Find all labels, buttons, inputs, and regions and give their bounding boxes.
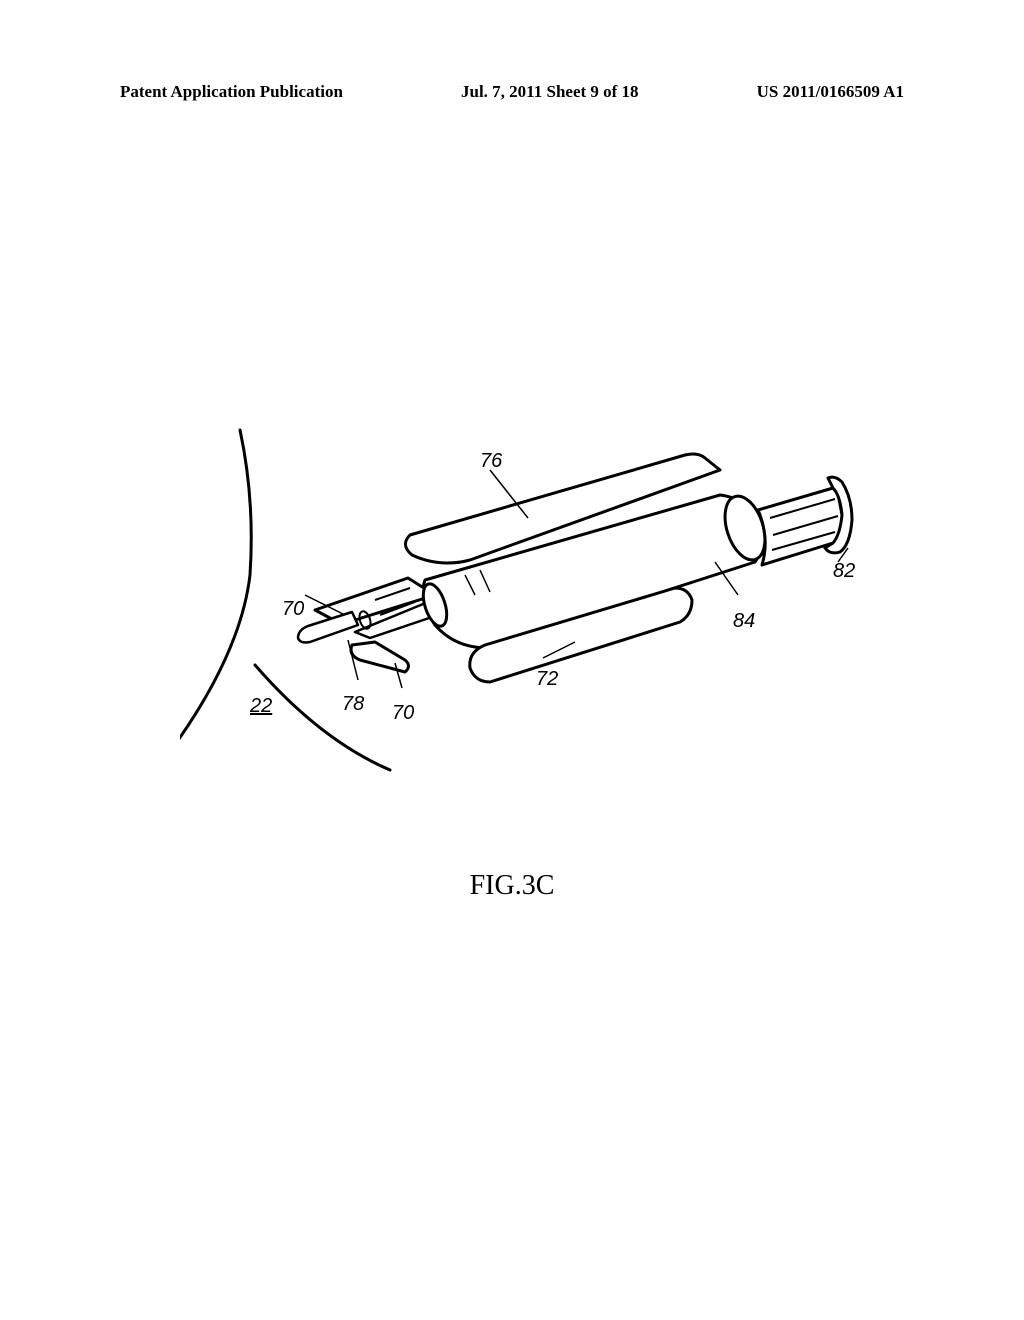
ref-78: 78 bbox=[342, 693, 364, 716]
figure-label: FIG.3C bbox=[0, 870, 1024, 902]
ref-70a: 70 bbox=[282, 598, 304, 621]
header-publication: Patent Application Publication bbox=[120, 82, 343, 102]
ref-22: 22 bbox=[250, 695, 272, 718]
ref-76: 76 bbox=[480, 450, 502, 473]
header-date-sheet: Jul. 7, 2011 Sheet 9 of 18 bbox=[461, 82, 639, 102]
ref-82: 82 bbox=[833, 560, 855, 583]
ref-72: 72 bbox=[536, 668, 558, 691]
ref-84: 84 bbox=[733, 610, 755, 633]
ref-70b: 70 bbox=[392, 702, 414, 725]
header-patent-number: US 2011/0166509 A1 bbox=[757, 82, 904, 102]
